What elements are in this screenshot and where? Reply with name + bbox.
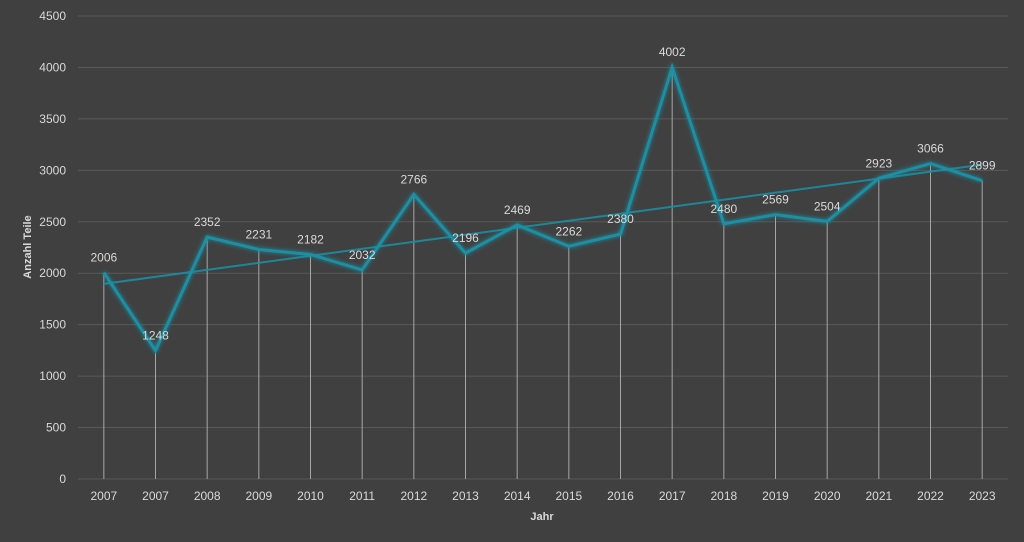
series-line-layer bbox=[102, 62, 983, 354]
x-tick-label: 2017 bbox=[659, 489, 686, 503]
y-tick-label: 1500 bbox=[39, 318, 66, 332]
x-tick-label: 2022 bbox=[917, 489, 944, 503]
y-tick-label: 3000 bbox=[39, 163, 66, 177]
y-axis-ticks: 0 500 1000 1500 2000 2500 3000 3500 4000 4500 bbox=[39, 9, 66, 486]
y-tick-label: 3500 bbox=[39, 112, 66, 126]
data-label: 1248 bbox=[142, 329, 169, 343]
data-label: 2182 bbox=[297, 232, 324, 246]
x-axis-ticks: 2007 2007 2008 2009 2010 2011 2012 2013 2014 2015… bbox=[90, 489, 995, 503]
data-label: 2032 bbox=[349, 248, 376, 262]
x-tick-label: 2016 bbox=[607, 489, 634, 503]
y-tick-label: 500 bbox=[46, 421, 66, 435]
x-tick-label: 2009 bbox=[245, 489, 272, 503]
y-axis-title: Anzahl Teile bbox=[22, 215, 34, 278]
x-tick-label: 2015 bbox=[555, 489, 582, 503]
data-label: 4002 bbox=[659, 45, 686, 59]
x-tick-label: 2018 bbox=[710, 489, 737, 503]
data-label: 2196 bbox=[452, 231, 479, 245]
y-tick-label: 0 bbox=[59, 472, 66, 486]
y-tick-label: 2500 bbox=[39, 215, 66, 229]
data-label: 2766 bbox=[400, 172, 427, 186]
x-tick-label: 2019 bbox=[762, 489, 789, 503]
series-line bbox=[102, 62, 983, 354]
data-label: 2923 bbox=[865, 156, 892, 170]
y-tick-label: 1000 bbox=[39, 369, 66, 383]
data-label: 2262 bbox=[555, 224, 582, 238]
x-tick-label: 2014 bbox=[504, 489, 531, 503]
x-tick-label: 2011 bbox=[349, 489, 375, 503]
data-label: 2231 bbox=[245, 227, 272, 241]
data-label: 2899 bbox=[969, 159, 996, 173]
y-tick-label: 2000 bbox=[39, 266, 66, 280]
x-axis-title: Jahr bbox=[530, 511, 554, 523]
x-tick-label: 2007 bbox=[90, 489, 117, 503]
x-tick-label: 2007 bbox=[142, 489, 169, 503]
data-label: 2504 bbox=[814, 199, 841, 213]
x-tick-label: 2020 bbox=[814, 489, 841, 503]
data-label: 2352 bbox=[194, 215, 221, 229]
data-label: 2380 bbox=[607, 212, 634, 226]
x-tick-label: 2013 bbox=[452, 489, 479, 503]
data-labels: 2006 1248 2352 2231 2182 2032 2766 2196 2469 2262… bbox=[90, 45, 995, 342]
gridlines bbox=[78, 15, 1008, 480]
x-tick-label: 2023 bbox=[969, 489, 996, 503]
trendline bbox=[103, 163, 983, 285]
data-label: 2480 bbox=[710, 202, 737, 216]
data-label: 2469 bbox=[504, 203, 531, 217]
y-tick-label: 4000 bbox=[39, 60, 66, 74]
data-label: 2569 bbox=[762, 193, 789, 207]
y-tick-label: 4500 bbox=[39, 9, 66, 23]
trendline-layer bbox=[103, 163, 983, 285]
drop-lines bbox=[103, 67, 983, 479]
x-tick-label: 2021 bbox=[865, 489, 892, 503]
data-label: 2006 bbox=[90, 251, 117, 265]
x-tick-label: 2012 bbox=[400, 489, 427, 503]
x-tick-label: 2008 bbox=[194, 489, 221, 503]
data-label: 3066 bbox=[917, 142, 944, 156]
x-tick-label: 2010 bbox=[297, 489, 324, 503]
